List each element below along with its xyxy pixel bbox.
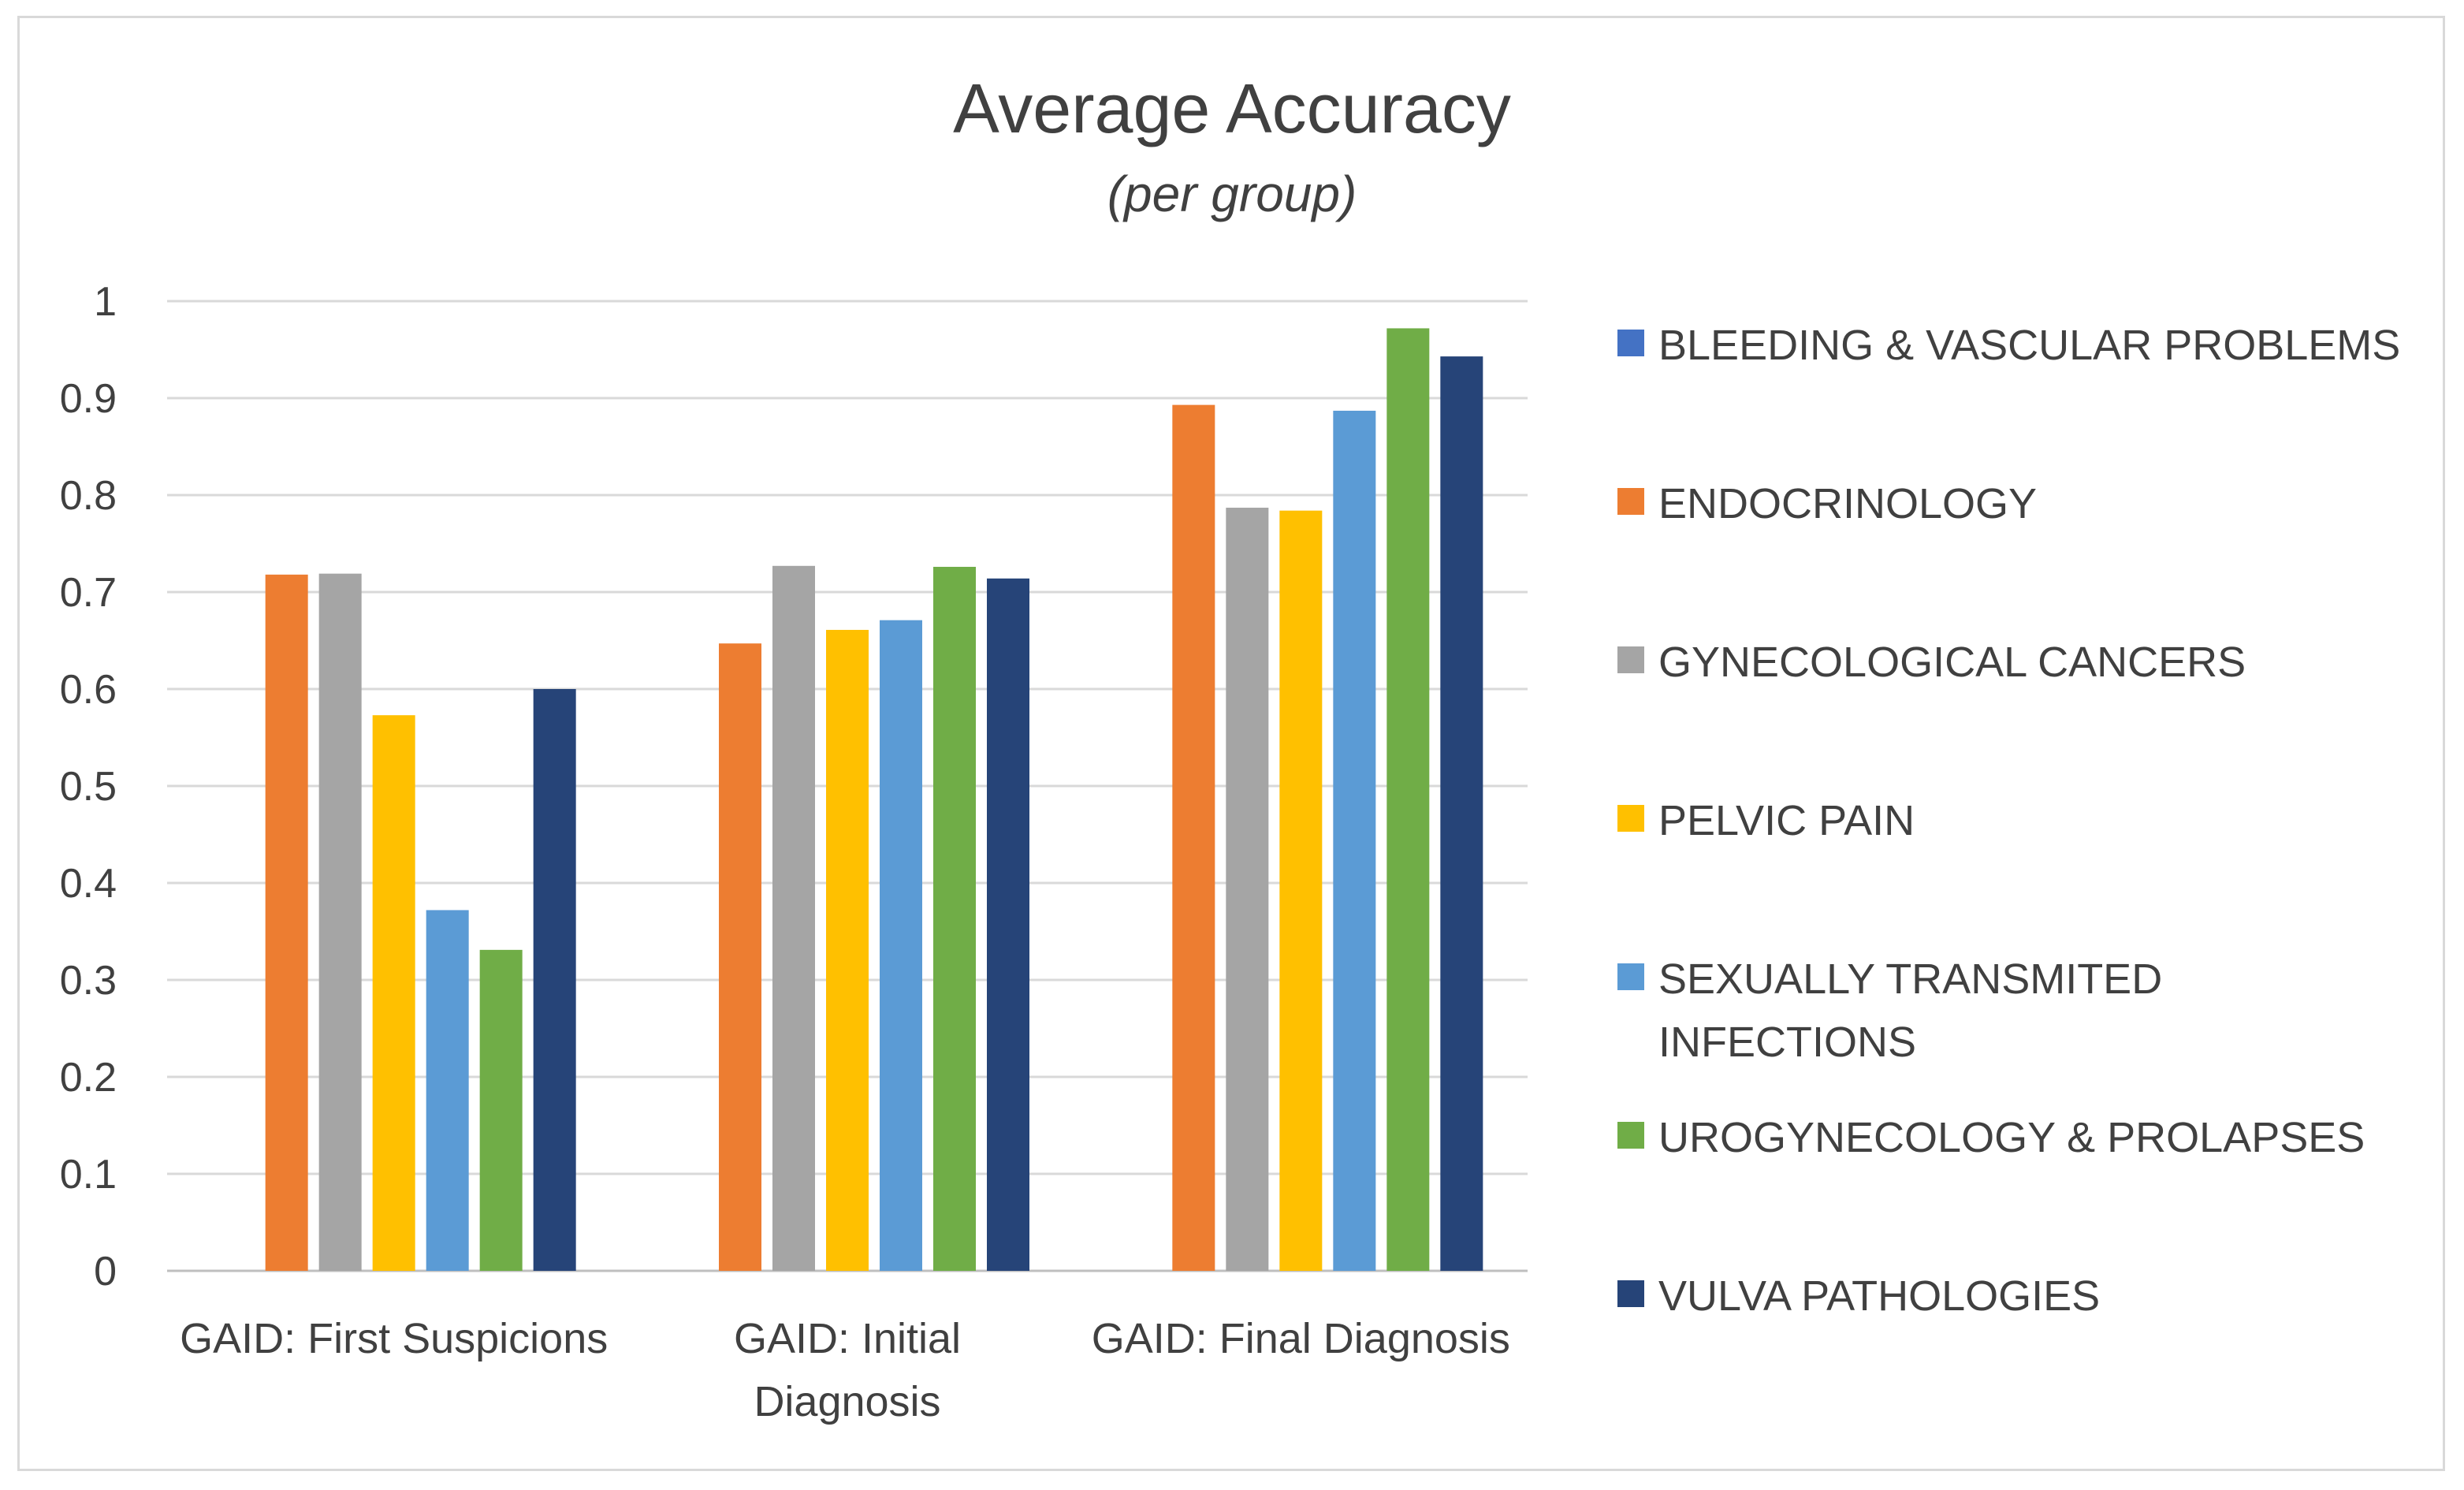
bar-endocrinology-2 [719, 643, 761, 1271]
bar-pelvic-pain-3 [1279, 510, 1323, 1271]
y-tick-label: 0.3 [60, 958, 117, 1004]
legend-swatch [1617, 805, 1644, 832]
bar-urogynecology-prolapses-2 [933, 567, 976, 1271]
bar-vulva-pathologies-3 [1440, 356, 1483, 1271]
legend-swatch [1617, 1122, 1644, 1149]
legend-swatch [1617, 488, 1644, 515]
y-axis-ticks: 0 0.1 0.2 0.3 0.4 0.5 0.6 0.7 0.8 0.9 1 [60, 279, 117, 1294]
chart-subtitle: (per group) [1107, 166, 1357, 222]
legend-label: ENDOCRINOLOGY [1658, 480, 2037, 527]
bar-pelvic-pain-2 [826, 629, 869, 1271]
x-category-label: GAID: Initial [734, 1315, 961, 1362]
legend-label: SEXUALLY TRANSMITED [1658, 955, 2162, 1003]
y-tick-label: 0.5 [60, 764, 117, 810]
x-category-label: GAID: First Suspicions [180, 1315, 608, 1362]
y-tick-label: 0.6 [60, 667, 117, 713]
y-tick-label: 0.4 [60, 861, 117, 907]
legend-item: PELVIC PAIN [1617, 797, 1915, 844]
y-tick-label: 0.8 [60, 473, 117, 519]
y-tick-label: 0.9 [60, 376, 117, 422]
legend-label: VULVA PATHOLOGIES [1658, 1272, 2100, 1320]
legend-swatch [1617, 963, 1644, 990]
bar-pelvic-pain-1 [372, 715, 415, 1271]
x-axis-categories: GAID: First Suspicions GAID: Initial Diagn… [180, 1315, 1510, 1425]
bar-gynecological-cancers-2 [772, 565, 815, 1271]
legend-item: UROGYNECOLOGY & PROLAPSES [1617, 1114, 2365, 1161]
y-tick-label: 1 [94, 279, 117, 325]
legend-item: SEXUALLY TRANSMITED INFECTIONS [1617, 955, 2162, 1066]
x-category-label: GAID: Final Diagnosis [1092, 1315, 1510, 1362]
bar-vulva-pathologies-1 [533, 689, 576, 1271]
bars [265, 328, 1483, 1272]
bar-endocrinology-3 [1172, 404, 1215, 1271]
y-tick-label: 0.2 [60, 1055, 117, 1101]
legend-label: INFECTIONS [1658, 1019, 1916, 1066]
legend-item: BLEEDING & VASCULAR PROBLEMS [1617, 322, 2400, 369]
legend-swatch [1617, 330, 1644, 356]
bar-gynecological-cancers-3 [1226, 507, 1269, 1271]
bar-vulva-pathologies-2 [987, 578, 1029, 1271]
bar-endocrinology-1 [265, 574, 308, 1271]
legend-label: GYNECOLOGICAL CANCERS [1658, 639, 2246, 686]
bar-urogynecology-prolapses-3 [1386, 328, 1430, 1272]
bar-gynecological-cancers-1 [318, 573, 362, 1271]
y-tick-label: 0.7 [60, 570, 117, 616]
bar-urogynecology-prolapses-1 [479, 949, 523, 1271]
chart-title: Average Accuracy [953, 69, 1511, 147]
legend-swatch [1617, 1280, 1644, 1307]
legend-label: PELVIC PAIN [1658, 797, 1915, 844]
legend-item: ENDOCRINOLOGY [1617, 480, 2037, 527]
bar-sexually-transmited-infections-1 [426, 910, 469, 1271]
legend-item: VULVA PATHOLOGIES [1617, 1272, 2100, 1320]
bar-sexually-transmited-infections-3 [1333, 410, 1376, 1271]
y-tick-label: 0 [94, 1249, 117, 1294]
legend-item: GYNECOLOGICAL CANCERS [1617, 639, 2246, 686]
legend: BLEEDING & VASCULAR PROBLEMS ENDOCRINOLOG… [1617, 322, 2400, 1320]
legend-swatch [1617, 646, 1644, 673]
bar-sexually-transmited-infections-2 [880, 620, 922, 1271]
y-tick-label: 0.1 [60, 1152, 117, 1198]
legend-label: BLEEDING & VASCULAR PROBLEMS [1658, 322, 2400, 369]
x-category-label: Diagnosis [754, 1378, 940, 1425]
legend-label: UROGYNECOLOGY & PROLAPSES [1658, 1114, 2365, 1161]
